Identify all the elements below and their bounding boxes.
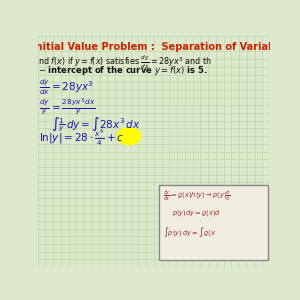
Text: $-$ intercept of the curve $y = f(x)$ is $\mathbf{5}$.: $-$ intercept of the curve $y = f(x)$ is… (38, 64, 208, 77)
FancyBboxPatch shape (159, 185, 268, 260)
Text: Initial Value Problem :  Separation of Variab: Initial Value Problem : Separation of Va… (32, 42, 275, 52)
Text: $\int p(y)\,dy = \int g(x$: $\int p(y)\,dy = \int g(x$ (163, 225, 216, 239)
Text: $\frac{dy}{y} = \frac{28yx^3\,dx}{y}$: $\frac{dy}{y} = \frac{28yx^3\,dx}{y}$ (39, 96, 96, 116)
Text: $\ln|y| = 28 \cdot \frac{x^4}{4} + c$: $\ln|y| = 28 \cdot \frac{x^4}{4} + c$ (39, 128, 124, 148)
Ellipse shape (117, 128, 141, 145)
Text: $\frac{dy}{dx} = 28yx^3$: $\frac{dy}{dx} = 28yx^3$ (39, 77, 94, 97)
Text: nd $f(x)$ if $y = f(x)$ satisfies $\frac{dy}{dx} = 28yx^3$ and th: nd $f(x)$ if $y = f(x)$ satisfies $\frac… (38, 53, 212, 71)
Text: $\frac{dy}{dx} = g(x)h(y) \rightarrow p(y)\frac{d}{d}$: $\frac{dy}{dx} = g(x)h(y) \rightarrow p(… (163, 188, 231, 203)
Text: $\int \frac{1}{y}\,dy = \int 28x^3\,dx$: $\int \frac{1}{y}\,dy = \int 28x^3\,dx$ (52, 116, 141, 134)
Text: $p(y)dy = g(x)d$: $p(y)dy = g(x)d$ (172, 208, 221, 218)
